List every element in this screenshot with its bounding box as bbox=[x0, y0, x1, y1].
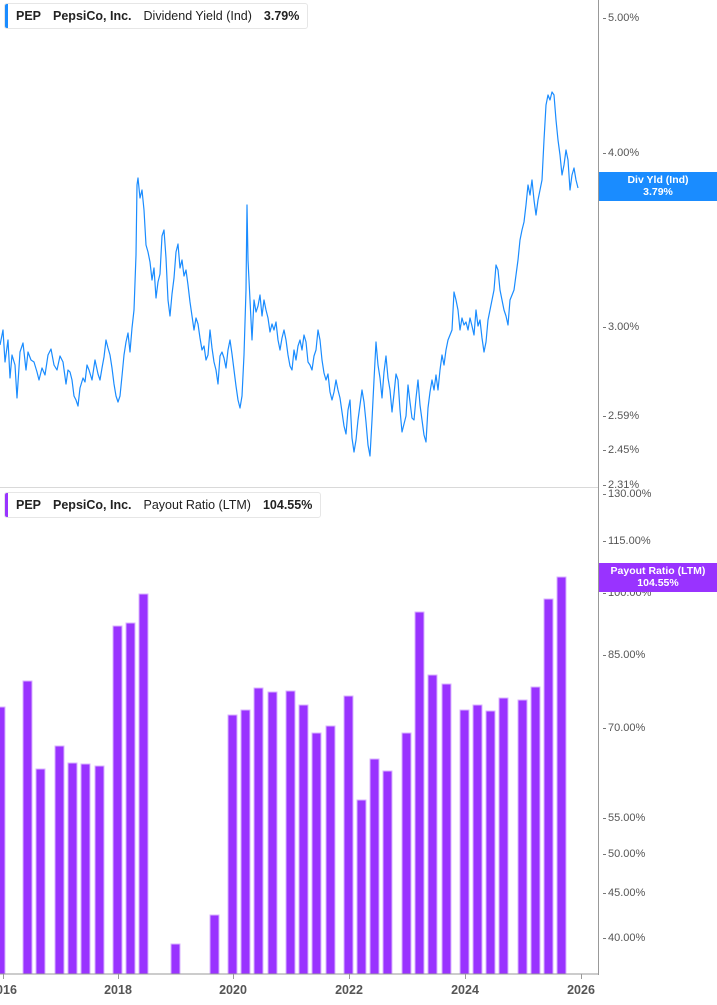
legend-color-swatch bbox=[5, 4, 8, 28]
payout-ratio-value-flag: Payout Ratio (LTM) 104.55% bbox=[599, 563, 717, 592]
legend-metric: Dividend Yield (Ind) bbox=[143, 9, 252, 23]
y-tick: 40.00% bbox=[602, 932, 646, 944]
x-label: 2024 bbox=[451, 983, 479, 997]
dividend-yield-line bbox=[0, 91, 579, 457]
y-tick: 5.00% bbox=[602, 12, 640, 24]
legend-ticker: PEP bbox=[16, 498, 42, 512]
y-tick: 50.00% bbox=[602, 848, 646, 860]
y-tick: 130.00% bbox=[602, 488, 652, 500]
panel-divider[interactable] bbox=[0, 487, 598, 488]
payout-ratio-bars bbox=[0, 576, 567, 975]
y-tick: 3.00% bbox=[602, 321, 640, 333]
y-tick: 2.31% bbox=[602, 479, 640, 491]
legend-color-swatch bbox=[5, 493, 8, 517]
legend-company: PepsiCo, Inc. bbox=[53, 9, 132, 23]
x-label: 2016 bbox=[0, 983, 17, 997]
legend-company: PepsiCo, Inc. bbox=[53, 498, 132, 512]
x-label: 2026 bbox=[567, 983, 595, 997]
dividend-yield-panel: PEP PepsiCo, Inc. Dividend Yield (Ind) 3… bbox=[0, 0, 717, 491]
payout-ratio-panel: PEP PepsiCo, Inc. Payout Ratio (LTM) 104… bbox=[0, 488, 717, 1005]
legend-metric: Payout Ratio (LTM) bbox=[143, 498, 251, 512]
y-tick: 55.00% bbox=[602, 812, 646, 824]
flag-value: 104.55% bbox=[637, 577, 679, 589]
y-tick: 85.00% bbox=[602, 649, 646, 661]
y-tick: 115.00% bbox=[603, 535, 651, 547]
x-tick bbox=[349, 974, 350, 979]
y-tick: 45.00% bbox=[602, 887, 646, 899]
x-tick bbox=[3, 974, 4, 979]
y-tick: 4.00% bbox=[602, 147, 640, 159]
flag-label: Div Yld (Ind) bbox=[627, 174, 689, 186]
payout-ratio-bar-chart bbox=[0, 576, 598, 975]
dividend-yield-value-flag: Div Yld (Ind) 3.79% bbox=[599, 172, 717, 201]
x-tick bbox=[465, 974, 466, 979]
y-axis-line bbox=[598, 488, 599, 975]
payout-ratio-legend: PEP PepsiCo, Inc. Payout Ratio (LTM) 104… bbox=[4, 492, 322, 518]
x-tick bbox=[233, 974, 234, 979]
y-axis-line bbox=[598, 0, 599, 488]
x-label: 2022 bbox=[335, 983, 363, 997]
x-label: 2020 bbox=[219, 983, 247, 997]
flag-label: Payout Ratio (LTM) bbox=[610, 565, 706, 577]
legend-value: 3.79% bbox=[263, 9, 300, 23]
legend-ticker: PEP bbox=[16, 9, 42, 23]
x-tick bbox=[118, 974, 119, 979]
flag-value: 3.79% bbox=[643, 186, 673, 198]
y-tick: 2.45% bbox=[602, 444, 640, 456]
y-tick: 70.00% bbox=[602, 722, 646, 734]
legend-value: 104.55% bbox=[262, 498, 313, 512]
y-tick: 2.59% bbox=[602, 410, 640, 422]
y-tick: 100.00% bbox=[602, 587, 652, 599]
dividend-yield-legend: PEP PepsiCo, Inc. Dividend Yield (Ind) 3… bbox=[4, 3, 309, 29]
x-tick bbox=[581, 974, 582, 979]
dividend-yield-line-chart bbox=[0, 91, 579, 457]
x-label: 2018 bbox=[104, 983, 132, 997]
